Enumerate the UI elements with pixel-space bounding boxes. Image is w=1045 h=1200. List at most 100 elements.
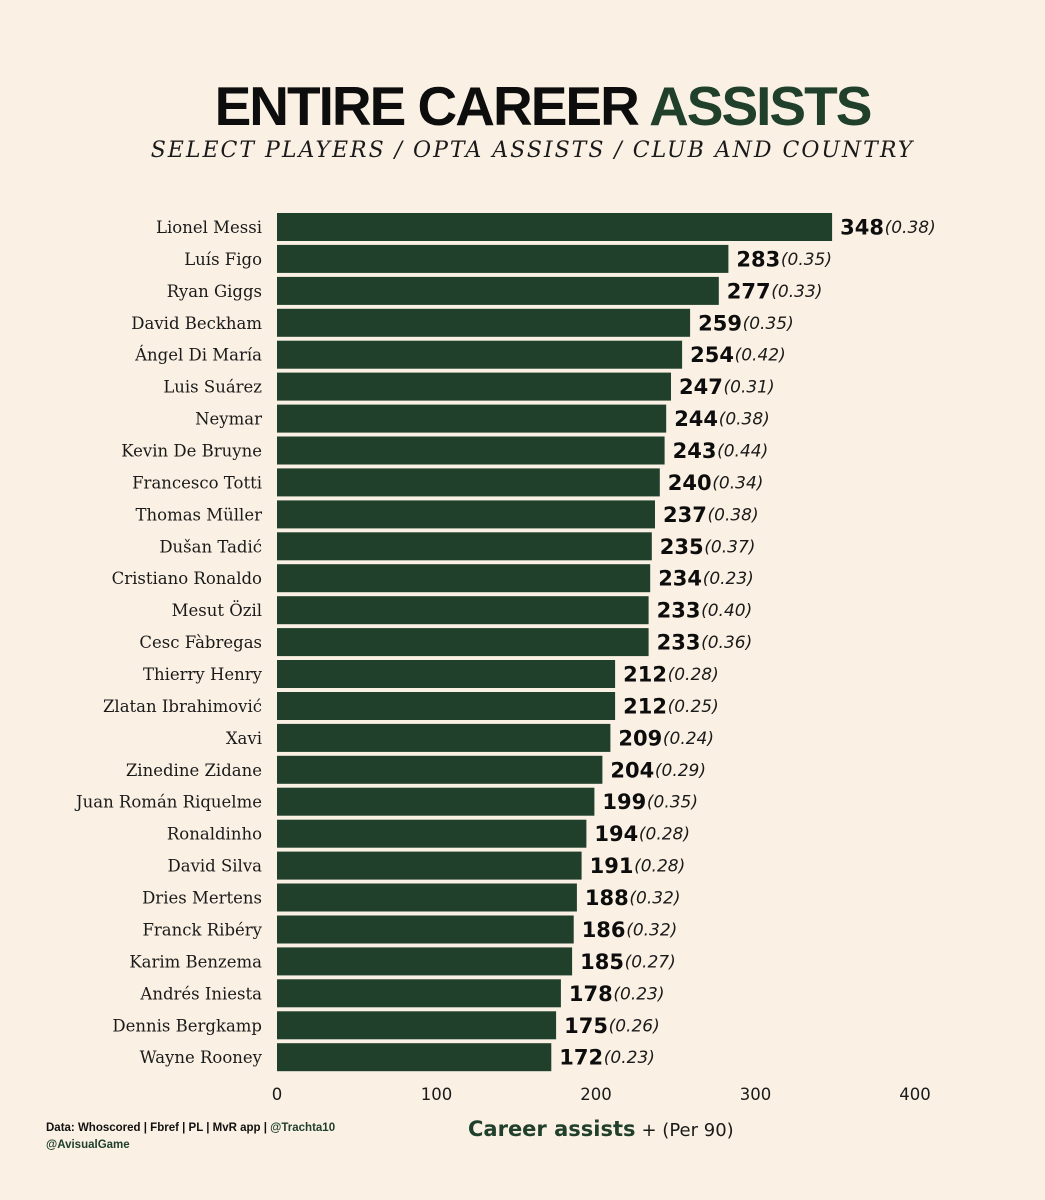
x-axis: 0 100 200 300 400	[272, 1085, 931, 1104]
per90-label: (0.38)	[885, 218, 936, 238]
value-label: 212	[623, 695, 667, 719]
category-label: Dennis Bergkamp	[112, 1016, 262, 1035]
bar	[277, 883, 577, 912]
category-label: Karim Benzema	[129, 952, 262, 971]
bar	[277, 692, 616, 720]
bar	[277, 851, 582, 880]
value-label: 212	[623, 663, 667, 687]
x-tick-label: 200	[580, 1085, 612, 1104]
per90-label: (0.23)	[604, 1048, 655, 1068]
bar	[277, 340, 683, 369]
category-label: Xavi	[226, 729, 262, 748]
category-label: Thierry Henry	[143, 665, 263, 684]
per90-label: (0.23)	[613, 984, 664, 1004]
value-label: 204	[610, 758, 654, 782]
value-label: 247	[679, 375, 723, 399]
chart-title: ENTIRE CAREER ASSISTS	[0, 74, 1045, 138]
category-label: David Silva	[168, 857, 263, 876]
title-part-1: ENTIRE CAREER	[214, 75, 640, 137]
per90-label: (0.38)	[708, 505, 759, 525]
per90-label: (0.34)	[712, 473, 763, 493]
value-label: 240	[668, 471, 712, 495]
bar	[277, 244, 729, 273]
value-label: 234	[658, 567, 702, 591]
x-axis-label-sub: + (Per 90)	[641, 1120, 734, 1141]
value-label: 244	[674, 407, 718, 431]
value-label: 233	[657, 599, 701, 623]
bar	[277, 979, 561, 1008]
author-handle: @AvisualGame	[46, 1139, 130, 1151]
value-label: 277	[727, 279, 771, 303]
per90-label: (0.23)	[703, 569, 754, 589]
value-label: 188	[585, 886, 629, 910]
per90-label: (0.33)	[771, 282, 822, 302]
value-label: 235	[660, 535, 704, 559]
per90-label: (0.35)	[781, 250, 832, 270]
bar	[277, 915, 574, 944]
per90-label: (0.28)	[634, 857, 685, 877]
category-label: Francesco Totti	[132, 473, 262, 492]
source-text: Data: Whoscored | Fbref | PL | MvR app |	[46, 1122, 267, 1134]
category-label: Luís Figo	[184, 250, 262, 269]
per90-label: (0.28)	[639, 825, 690, 845]
bar	[277, 660, 616, 688]
category-label: Dries Mertens	[142, 889, 262, 908]
per90-label: (0.24)	[663, 729, 714, 749]
per90-label: (0.32)	[626, 921, 677, 941]
value-label: 209	[618, 726, 662, 750]
value-label: 191	[590, 854, 634, 878]
value-label: 259	[698, 311, 742, 335]
bar	[277, 947, 573, 976]
category-label: Mesut Özil	[172, 600, 262, 620]
value-label: 348	[840, 216, 884, 240]
per90-label: (0.25)	[668, 697, 719, 717]
category-label: Cristiano Ronaldo	[112, 569, 262, 588]
category-label: Lionel Messi	[156, 218, 262, 237]
value-label: 175	[564, 1014, 608, 1038]
value-label: 199	[602, 790, 646, 814]
category-label: Ángel Di María	[134, 345, 262, 365]
x-axis-label-main: Career assists	[468, 1117, 636, 1141]
value-label: 186	[582, 918, 626, 942]
value-label: 283	[736, 247, 780, 271]
per90-label: (0.26)	[609, 1016, 660, 1036]
bar	[277, 436, 665, 465]
chart-subtitle: SELECT PLAYERS / OPTA ASSISTS / CLUB AND…	[150, 138, 915, 163]
category-label: Wayne Rooney	[140, 1048, 263, 1067]
bar	[277, 468, 660, 497]
bar	[277, 276, 719, 305]
value-label: 243	[673, 439, 717, 463]
category-label: Luis Suárez	[163, 378, 262, 397]
x-tick-label: 0	[272, 1085, 283, 1104]
bar	[277, 500, 655, 529]
category-label: Ronaldinho	[167, 825, 262, 844]
bar	[277, 404, 667, 433]
bars-layer	[277, 213, 833, 1072]
bar	[277, 564, 651, 593]
source-credits: Data: Whoscored | Fbref | PL | MvR app |…	[46, 1120, 335, 1154]
value-label: 172	[559, 1046, 603, 1070]
per90-label: (0.37)	[704, 537, 755, 557]
category-label: David Beckham	[131, 314, 262, 333]
category-label: Zinedine Zidane	[126, 761, 262, 780]
bar	[277, 308, 691, 337]
category-label: Cesc Fàbregas	[139, 633, 262, 652]
x-tick-label: 100	[421, 1085, 453, 1104]
per90-label: (0.28)	[668, 665, 719, 685]
x-axis-label: Career assists + (Per 90)	[468, 1117, 734, 1141]
bar	[277, 532, 652, 561]
per90-label: (0.29)	[655, 761, 706, 781]
x-tick-label: 300	[740, 1085, 772, 1104]
bar	[277, 723, 611, 752]
per90-label: (0.31)	[724, 378, 775, 398]
category-label: Franck Ribéry	[142, 921, 262, 940]
category-label: Kevin De Bruyne	[121, 442, 262, 461]
per90-label: (0.32)	[629, 889, 680, 909]
per90-label: (0.44)	[717, 442, 768, 462]
per90-label: (0.42)	[735, 346, 786, 366]
x-tick-label: 400	[899, 1085, 931, 1104]
bar	[277, 372, 671, 401]
bar	[277, 755, 603, 784]
per90-label: (0.38)	[719, 410, 770, 430]
